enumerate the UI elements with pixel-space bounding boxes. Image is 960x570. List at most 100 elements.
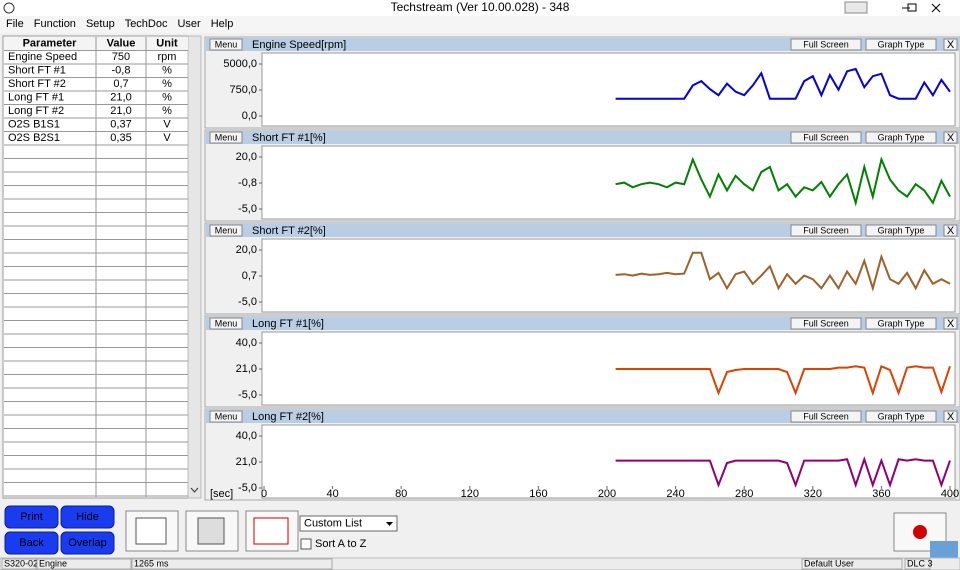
swap-icon [253, 517, 289, 545]
full-screen-button[interactable] [790, 38, 862, 51]
full-screen-button[interactable] [790, 224, 862, 237]
y-tick-label: 750,0 [229, 84, 257, 96]
x-tick-label: 120 [461, 488, 479, 500]
graph-close-label: X [947, 411, 955, 423]
parameter-name: Long FT #1 [8, 92, 64, 104]
graph-type-label: Graph Type [878, 39, 925, 49]
parameter-name: Engine Speed [8, 51, 77, 63]
full-screen-button[interactable] [790, 410, 862, 423]
graph-type-button[interactable] [865, 38, 937, 51]
full-screen-label: Full Screen [803, 132, 849, 142]
graph-title: Short FT #1[%] [252, 132, 326, 144]
action-button[interactable] [4, 531, 59, 555]
y-tick-label: -5,0 [238, 482, 257, 494]
record-icon [913, 525, 927, 539]
menu-item[interactable]: Setup [86, 18, 115, 30]
graph-type-button[interactable] [865, 410, 937, 423]
graph-menu-button[interactable] [209, 224, 243, 237]
parameter-value: 0,35 [110, 132, 131, 144]
app-icon [3, 2, 15, 14]
full-screen-label: Full Screen [803, 411, 849, 421]
status-text: S320-02 [4, 558, 38, 568]
parameter-unit: rpm [158, 51, 177, 63]
parameter-value: 750 [112, 51, 130, 63]
window-title: Techstream (Ver 10.00.028) - 348 [391, 0, 570, 14]
graph-close-label: X [947, 132, 955, 144]
parameter-value: 21,0 [110, 92, 131, 104]
graph-close-button[interactable] [943, 410, 958, 423]
graph-close-button[interactable] [943, 38, 958, 51]
full-screen-button[interactable] [790, 317, 862, 330]
graph-menu-label: Menu [215, 132, 238, 142]
parameter-name: Long FT #2 [8, 105, 64, 117]
x-tick-label: 360 [872, 488, 890, 500]
graph-header [206, 317, 959, 330]
parameter-unit: V [163, 119, 171, 131]
graph-close-button[interactable] [943, 131, 958, 144]
menu-item[interactable]: Help [211, 18, 234, 30]
maximize-button[interactable] [907, 3, 917, 12]
full-screen-button[interactable] [790, 131, 862, 144]
menu-item[interactable]: File [6, 18, 24, 30]
graph-menu-label: Menu [215, 39, 238, 49]
graph-title: Short FT #2[%] [252, 225, 326, 237]
graph-line [615, 251, 951, 292]
menu-item[interactable]: User [177, 18, 201, 30]
graph-menu-button[interactable] [209, 131, 243, 144]
parameter-value: 0,7 [113, 78, 128, 90]
graph-line [615, 156, 951, 207]
parameter-unit: % [162, 78, 172, 90]
graph-close-button[interactable] [943, 224, 958, 237]
x-tick-label: 40 [326, 488, 338, 500]
menu-item[interactable]: TechDoc [125, 18, 168, 30]
list-select[interactable] [299, 515, 398, 532]
graph-menu-label: Menu [215, 318, 238, 328]
graph-title: Long FT #2[%] [252, 411, 324, 423]
graph-type-button[interactable] [865, 131, 937, 144]
graph-menu-button[interactable] [209, 38, 243, 51]
graph-header [206, 224, 959, 237]
graph-title: Engine Speed[rpm] [252, 39, 346, 51]
parameter-name: O2S B2S1 [8, 132, 60, 144]
title-bar [0, 0, 960, 16]
plot-area [261, 424, 956, 499]
full-screen-label: Full Screen [803, 225, 849, 235]
status-cell [1, 558, 37, 570]
y-tick-label: 20,0 [236, 151, 257, 163]
plot-area [261, 238, 956, 313]
y-tick-label: 0,0 [242, 110, 257, 122]
graph-line [615, 67, 951, 100]
graph-type-label: Graph Type [878, 225, 925, 235]
x-tick-label: 320 [804, 488, 822, 500]
close-window-button[interactable] [931, 3, 941, 13]
parameter-unit: V [163, 132, 171, 144]
scrollbar[interactable] [187, 35, 202, 499]
column-header: Parameter [23, 38, 78, 50]
action-button-label: Hide [76, 511, 99, 523]
y-tick-label: 21,0 [236, 456, 257, 468]
action-button[interactable] [60, 531, 115, 555]
graph-menu-button[interactable] [209, 410, 243, 423]
action-button-label: Overlap [68, 537, 107, 549]
status-text: Engine [39, 558, 67, 568]
menu-item[interactable]: Function [34, 18, 76, 30]
scroll-down-arrow[interactable] [190, 487, 199, 493]
graph-close-button[interactable] [943, 317, 958, 330]
graph-type-button[interactable] [865, 317, 937, 330]
parameter-name: Short FT #2 [8, 78, 66, 90]
plot-area [261, 331, 956, 406]
x-tick-label: 200 [598, 488, 616, 500]
menu-bar [0, 16, 960, 33]
y-tick-label: 5000,0 [223, 58, 257, 70]
graph-title: Long FT #1[%] [252, 318, 324, 330]
action-button[interactable] [4, 505, 59, 529]
sort-checkbox[interactable] [300, 538, 312, 550]
graph-menu-button[interactable] [209, 317, 243, 330]
graph-type-button[interactable] [865, 224, 937, 237]
status-bar [0, 557, 960, 570]
restore-button[interactable] [844, 1, 868, 14]
y-tick-label: -0,8 [238, 177, 257, 189]
action-button[interactable] [60, 505, 115, 529]
graph-close-label: X [947, 39, 955, 51]
status-text: 1265 ms [134, 558, 169, 568]
